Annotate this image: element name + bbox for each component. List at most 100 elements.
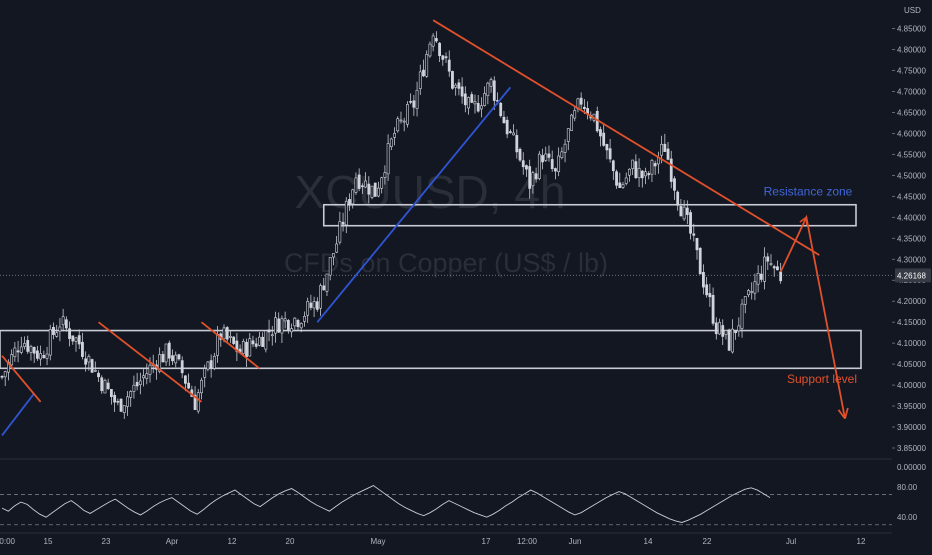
candle-body <box>554 169 556 172</box>
candle-body <box>673 179 675 191</box>
candle-body <box>422 70 424 76</box>
candle-body <box>348 199 350 204</box>
candle-body <box>204 369 206 378</box>
candle-body <box>689 212 691 233</box>
candle-body <box>648 173 650 174</box>
candle-body <box>529 166 531 188</box>
candle-body <box>207 362 209 369</box>
candle-body <box>738 326 740 331</box>
candle-body <box>493 81 495 101</box>
candle-body <box>104 380 106 393</box>
watermark-symbol: XCUUSD, 4h <box>295 166 566 218</box>
price-tick-label: 3.95000 <box>897 402 926 411</box>
time-tick-label: 20:00 <box>0 537 16 546</box>
candle-body <box>229 336 231 337</box>
candle-body <box>545 154 547 161</box>
candle-body <box>712 295 714 323</box>
candle-body <box>114 395 116 402</box>
candle-body <box>509 132 511 133</box>
candle-body <box>133 385 135 391</box>
candle-body <box>535 174 537 179</box>
candle-body <box>175 355 177 363</box>
candle-body <box>361 186 363 187</box>
candle-body <box>464 94 466 105</box>
candle-body <box>619 183 621 188</box>
candle-body <box>760 274 762 279</box>
candle-body <box>181 361 183 373</box>
candle-body <box>667 149 669 159</box>
candle-body <box>728 330 730 351</box>
candle-body <box>226 327 228 339</box>
candle-body <box>316 302 318 310</box>
candle-body <box>27 340 29 351</box>
candle-body <box>706 285 708 295</box>
candle-body <box>725 330 727 334</box>
candle-body <box>310 303 312 308</box>
candle-body <box>36 351 38 359</box>
candle-body <box>274 318 276 334</box>
candle-body <box>455 85 457 87</box>
candle-body <box>110 389 112 396</box>
candle-body <box>345 201 347 225</box>
candle-body <box>91 359 93 372</box>
candle-body <box>393 133 395 137</box>
candle-body <box>68 329 70 339</box>
candle-body <box>751 292 753 293</box>
candle-body <box>757 273 759 284</box>
candle-body <box>130 391 132 397</box>
oscillator-tick-label: 80.00 <box>897 483 918 492</box>
candle-body <box>532 173 534 186</box>
candle-body <box>329 257 331 275</box>
price-tick-label: 4.65000 <box>897 108 926 117</box>
candle-body <box>33 347 35 353</box>
time-tick-label: 15 <box>44 537 53 546</box>
candle-body <box>107 383 109 389</box>
candle-body <box>474 102 476 104</box>
candle-body <box>413 101 415 108</box>
candle-body <box>168 343 170 358</box>
candle-body <box>503 117 505 123</box>
candle-body <box>101 378 103 391</box>
candle-body <box>583 107 585 109</box>
candle-body <box>364 181 366 187</box>
candle-body <box>632 160 634 169</box>
candle-body <box>558 156 560 172</box>
candle-body <box>188 383 190 388</box>
candle-body <box>693 234 695 236</box>
candle-body <box>278 319 280 332</box>
candle-body <box>287 320 289 330</box>
candle-body <box>146 374 148 379</box>
candle-body <box>622 184 624 187</box>
candle-body <box>377 188 379 196</box>
candle-body <box>715 323 717 334</box>
candle-body <box>709 293 711 296</box>
candle-body <box>773 267 775 268</box>
price-tick-label: 4.75000 <box>897 67 926 76</box>
candle-body <box>480 106 482 109</box>
candle-body <box>770 263 772 264</box>
candle-body <box>374 183 376 196</box>
candle-body <box>448 60 450 71</box>
candle-body <box>599 129 601 136</box>
price-tick-label: 4.55000 <box>897 150 926 159</box>
price-tick-label: 4.10000 <box>897 339 926 348</box>
candle-body <box>696 238 698 250</box>
candle-body <box>451 71 453 88</box>
candle-body <box>281 319 283 333</box>
candle-body <box>303 316 305 321</box>
candle-body <box>216 334 218 355</box>
candle-body <box>284 319 286 321</box>
candle-body <box>432 36 434 46</box>
time-tick-label: 12 <box>857 537 866 546</box>
candle-body <box>1 376 3 377</box>
candle-body <box>670 159 672 182</box>
resistance-zone-label: Resistance zone <box>764 185 853 199</box>
candle-body <box>654 163 656 166</box>
candle-body <box>381 178 383 189</box>
candle-body <box>541 155 543 162</box>
candle-body <box>126 397 128 407</box>
price-tick-label: 4.20000 <box>897 297 926 306</box>
price-tick-label: 4.60000 <box>897 129 926 138</box>
